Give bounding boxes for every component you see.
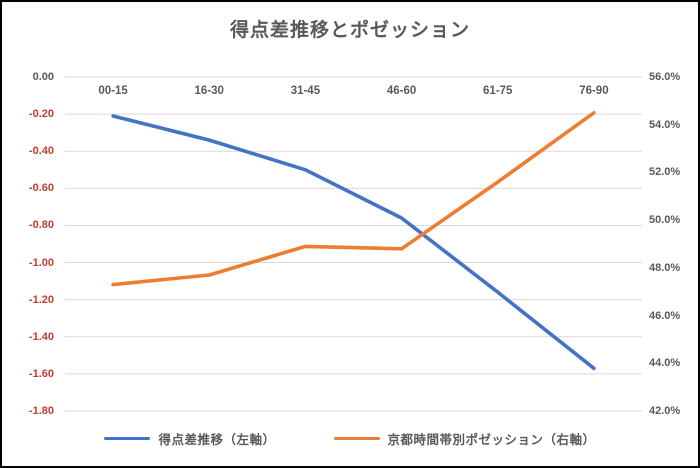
legend-line-sample-orange-icon — [333, 436, 380, 441]
y-axis-right-tick-label: 54.0% — [649, 118, 681, 131]
y-axis-left-tick-label: -1.80 — [28, 405, 54, 417]
y-axis-left-tick-label: 0.00 — [32, 71, 54, 83]
x-axis-tick-label: 31-45 — [290, 85, 321, 97]
y-axis-right-tick-label: 48.0% — [649, 261, 681, 274]
x-axis-tick-label: 16-30 — [194, 85, 224, 97]
x-axis-tick-label: 61-75 — [483, 85, 513, 97]
score-diff-line — [111, 114, 596, 371]
y-axis-left-tick-label: -1.20 — [28, 293, 54, 306]
legend: 得点差推移（左軸） 京都時間帯別ポゼッション（右軸） — [2, 429, 698, 448]
legend-item-score-diff: 得点差推移（左軸） — [104, 429, 275, 448]
chart-title: 得点差推移とポゼッション — [229, 20, 470, 41]
y-axis-left-tick-label: -1.00 — [28, 256, 54, 269]
legend-label-score-diff: 得点差推移（左軸） — [158, 433, 276, 447]
x-axis-tick-label: 76-90 — [579, 85, 609, 97]
y-axis-left-tick-label: -0.20 — [28, 108, 54, 121]
y-axis-right-tick-label: 50.0% — [649, 214, 681, 227]
y-axis-right-tick-label: 42.0% — [649, 405, 681, 417]
y-axis-left-tick-label: -1.40 — [28, 330, 54, 343]
x-axis-tick-label: 00-15 — [98, 85, 128, 97]
y-axis-left-tick-label: -1.60 — [28, 367, 54, 380]
gridlines — [65, 76, 642, 412]
legend-label-possession: 京都時間帯別ポゼッション（右軸） — [387, 433, 596, 447]
legend-item-possession: 京都時間帯別ポゼッション（右軸） — [333, 429, 596, 448]
y-axis-right-tick-label: 52.0% — [649, 166, 681, 179]
y-axis-right-tick-label: 44.0% — [649, 357, 681, 370]
y-axis-right-tick-label: 46.0% — [649, 309, 681, 322]
y-axis-left-tick-label: -0.60 — [28, 182, 54, 195]
y-axis-left-tick-label: -0.40 — [28, 145, 54, 158]
x-axis-tick-label: 46-60 — [386, 85, 417, 97]
y-axis-right-tick-label: 56.0% — [649, 71, 681, 83]
y-axis-left-tick-label: -0.80 — [28, 219, 54, 232]
possession-line — [111, 111, 596, 287]
legend-line-sample-blue-icon — [104, 436, 151, 441]
